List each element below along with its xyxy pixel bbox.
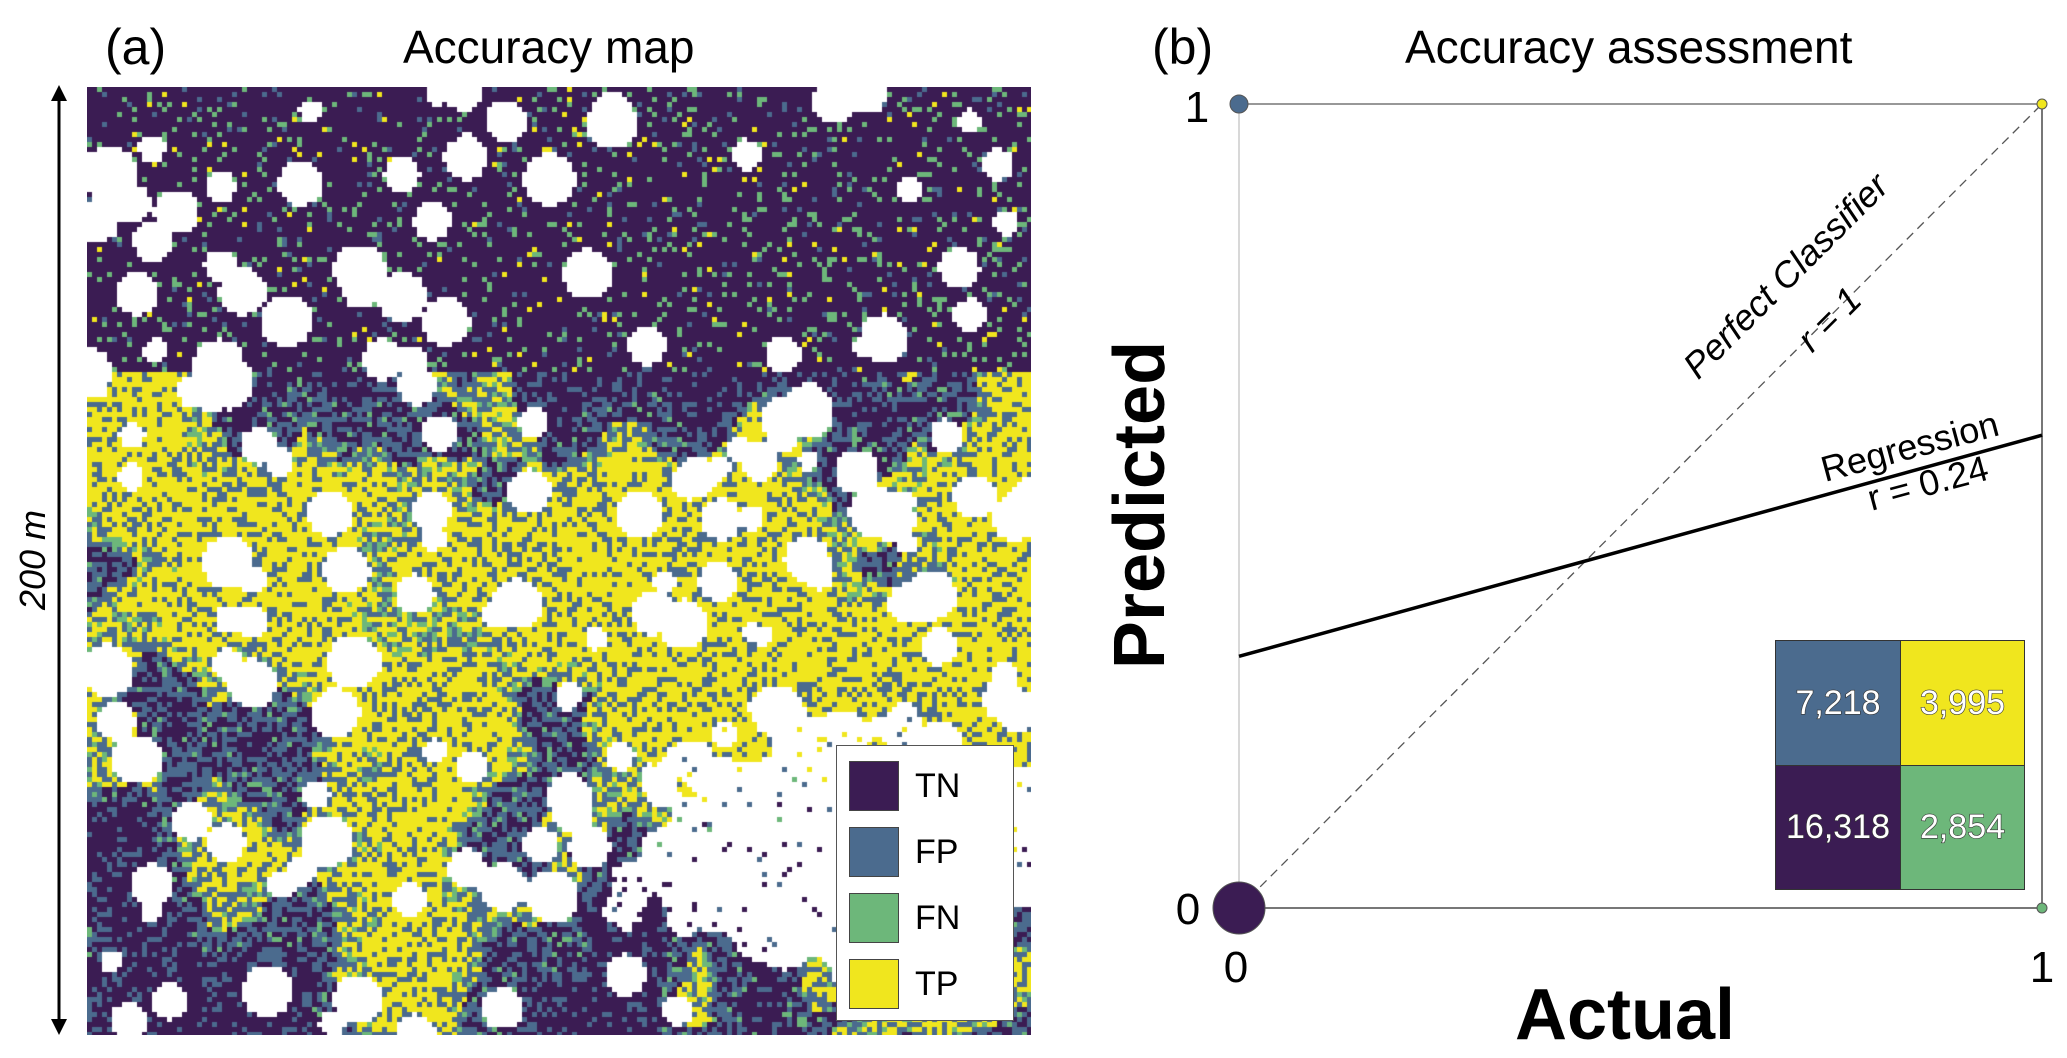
- legend-swatch: [849, 893, 899, 943]
- point-fp: [1229, 94, 1249, 114]
- panel-b-label: (b): [1152, 19, 1214, 75]
- legend-item-fn: FN: [849, 892, 960, 944]
- legend-label: TN: [915, 766, 961, 805]
- legend-swatch: [849, 761, 899, 811]
- legend-item-tn: TN: [849, 760, 960, 812]
- panel-a-label: (a): [105, 19, 167, 75]
- legend-label: FN: [915, 898, 961, 937]
- y-tick-1: 1: [1185, 83, 1209, 132]
- y-tick-0: 0: [1176, 885, 1200, 934]
- scale-arrow: [51, 85, 67, 1035]
- perfect-classifier-line: [1238, 103, 2043, 909]
- panel-b-title: Accuracy assessment: [1405, 21, 1853, 73]
- cm-cell-tn: 16,318: [1775, 765, 1901, 890]
- legend-swatch: [849, 959, 899, 1009]
- map-legend: TN FP FN TP: [836, 745, 1014, 1021]
- cm-cell-fp: 7,218: [1775, 640, 1901, 766]
- x-tick-0: 0: [1224, 943, 1248, 992]
- legend-label: FP: [915, 832, 959, 871]
- x-tick-1: 1: [2030, 943, 2054, 992]
- panel-a-title: Accuracy map: [403, 21, 695, 73]
- regression-line: [1238, 433, 2043, 659]
- point-tn: [1212, 881, 1266, 935]
- x-axis-label: Actual: [1514, 975, 1736, 1055]
- legend-swatch: [849, 827, 899, 877]
- point-fn: [2036, 902, 2048, 914]
- legend-label: TP: [915, 964, 959, 1003]
- point-tp: [2036, 98, 2048, 110]
- legend-item-tp: TP: [849, 958, 958, 1010]
- perfect-classifier-label: Perfect Classifier: [1675, 163, 1898, 386]
- cm-cell-tp: 3,995: [1900, 640, 2025, 766]
- cm-cell-fn: 2,854: [1900, 765, 2025, 890]
- legend-item-fp: FP: [849, 826, 958, 878]
- perfect-classifier-r: r = 1: [1789, 279, 1870, 360]
